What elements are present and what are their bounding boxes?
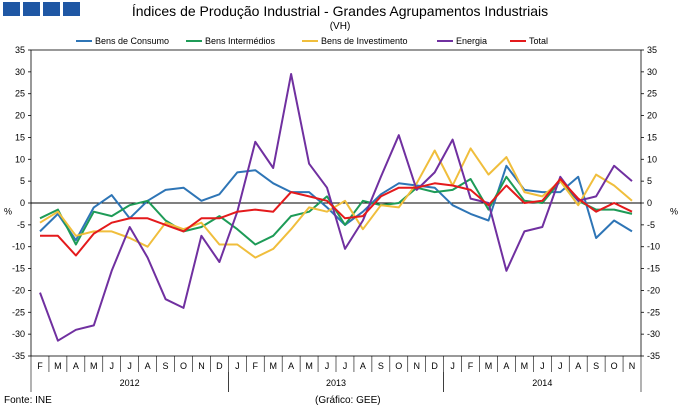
- x-tick-label: M: [485, 361, 493, 371]
- y-tick-label-left: 20: [15, 111, 25, 121]
- y-tick-label-left: -30: [12, 329, 25, 339]
- y-tick-label-right: 30: [647, 67, 657, 77]
- y-tick-label-right: 35: [647, 45, 657, 55]
- x-tick-label: J: [540, 361, 545, 371]
- x-tick-label: N: [413, 361, 420, 371]
- series-line: [39, 73, 633, 342]
- x-tick-label: N: [198, 361, 205, 371]
- y-tick-label-right: 0: [647, 198, 652, 208]
- y-tick-label-right: -25: [647, 307, 660, 317]
- y-tick-label-left: -25: [12, 307, 25, 317]
- y-axis-label-left: %: [4, 207, 12, 217]
- chart-title: Índices de Produção Industrial - Grandes…: [131, 3, 549, 19]
- x-tick-label: M: [521, 361, 529, 371]
- y-tick-label-left: 5: [20, 176, 25, 186]
- x-tick-label: S: [378, 361, 384, 371]
- y-tick-label-left: -35: [12, 351, 25, 361]
- x-tick-label: J: [127, 361, 132, 371]
- x-tick-label: S: [163, 361, 169, 371]
- x-tick-label: D: [431, 361, 438, 371]
- x-tick-label: F: [37, 361, 43, 371]
- x-tick-label: A: [503, 361, 509, 371]
- y-tick-label-left: 30: [15, 67, 25, 77]
- x-tick-label: J: [558, 361, 563, 371]
- y-tick-label-left: 25: [15, 89, 25, 99]
- year-label: 2012: [120, 378, 140, 388]
- legend-label: Total: [529, 36, 548, 46]
- x-tick-label: O: [611, 361, 618, 371]
- y-tick-label-left: 10: [15, 154, 25, 164]
- x-tick-label: M: [305, 361, 313, 371]
- y-tick-label-right: -20: [647, 285, 660, 295]
- y-tick-label-right: -5: [647, 220, 655, 230]
- y-tick-label-right: 25: [647, 89, 657, 99]
- y-tick-label-right: 15: [647, 132, 657, 142]
- year-label: 2014: [532, 378, 552, 388]
- y-tick-label-left: -10: [12, 242, 25, 252]
- chart-credit: (Gráfico: GEE): [315, 395, 381, 406]
- y-tick-label-left: 35: [15, 45, 25, 55]
- x-tick-label: J: [343, 361, 348, 371]
- y-tick-label-right: -30: [647, 329, 660, 339]
- x-tick-label: D: [216, 361, 223, 371]
- y-tick-label-right: 10: [647, 154, 657, 164]
- y-tick-label-right: -10: [647, 242, 660, 252]
- x-tick-label: S: [593, 361, 599, 371]
- x-tick-label: A: [360, 361, 366, 371]
- x-tick-label: A: [73, 361, 79, 371]
- y-tick-label-left: 0: [20, 198, 25, 208]
- series-line: [40, 178, 633, 257]
- x-tick-label: A: [145, 361, 151, 371]
- x-tick-label: J: [450, 361, 455, 371]
- legend-label: Bens de Consumo: [95, 36, 169, 46]
- y-tick-label-right: -35: [647, 351, 660, 361]
- y-tick-label-right: 20: [647, 111, 657, 121]
- x-tick-label: N: [629, 361, 636, 371]
- x-tick-label: M: [54, 361, 62, 371]
- legend-label: Bens Intermédios: [205, 36, 276, 46]
- y-tick-label-left: 15: [15, 132, 25, 142]
- x-tick-label: M: [269, 361, 277, 371]
- x-tick-label: J: [325, 361, 330, 371]
- y-tick-label-right: -15: [647, 264, 660, 274]
- x-tick-label: O: [180, 361, 187, 371]
- x-tick-label: F: [468, 361, 474, 371]
- x-tick-label: J: [109, 361, 114, 371]
- x-tick-label: A: [575, 361, 581, 371]
- y-tick-label-left: -15: [12, 264, 25, 274]
- x-tick-label: A: [288, 361, 294, 371]
- year-label: 2013: [326, 378, 346, 388]
- gee-logo: [3, 2, 80, 16]
- x-tick-label: F: [253, 361, 259, 371]
- y-axis-label-right: %: [670, 207, 678, 217]
- y-tick-label-right: 5: [647, 176, 652, 186]
- legend-label: Bens de Investimento: [321, 36, 408, 46]
- x-tick-label: M: [90, 361, 98, 371]
- x-tick-label: O: [395, 361, 402, 371]
- source-note: Fonte: INE: [4, 395, 52, 406]
- y-tick-label-left: -5: [17, 220, 25, 230]
- x-tick-label: J: [235, 361, 240, 371]
- chart-subtitle: (VH): [329, 21, 351, 32]
- y-tick-label-left: -20: [12, 285, 25, 295]
- legend-label: Energia: [456, 36, 487, 46]
